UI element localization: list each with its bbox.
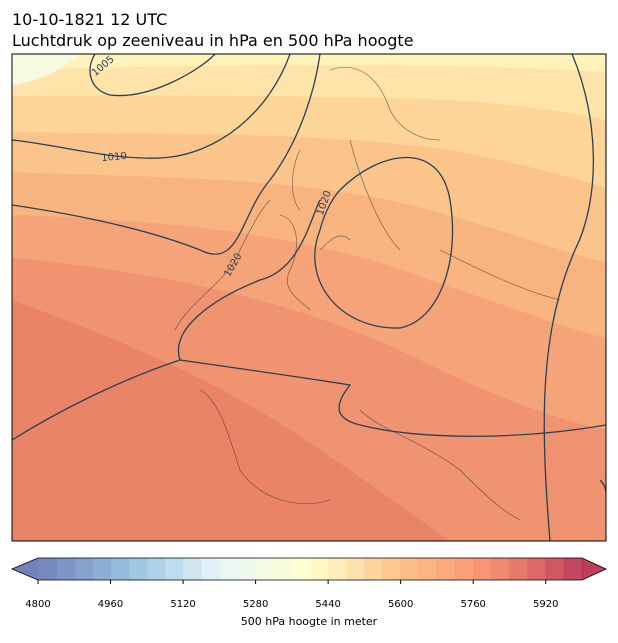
map	[12, 54, 606, 541]
colorbar-segment	[509, 558, 528, 580]
colorbar: 4800 4960 5120 5280 5440 5600 5760 5920	[10, 557, 607, 610]
colorbar-segment	[201, 558, 220, 580]
colorbar-segment	[382, 558, 401, 580]
colorbar-segment	[418, 558, 438, 580]
map-frame	[11, 53, 607, 542]
colorbar-extend-high	[582, 558, 606, 580]
colorbar-segment	[545, 558, 565, 580]
colorbar-segment	[273, 558, 293, 580]
colorbar-tick-label: 5120	[170, 599, 195, 610]
colorbar-segment	[563, 558, 583, 580]
colorbar-segment	[328, 558, 347, 580]
colorbar-segment	[346, 558, 365, 580]
colorbar-segment	[291, 558, 311, 580]
colorbar-segment	[491, 558, 510, 580]
colorbar-segment	[255, 558, 275, 580]
colorbar-tick-label: 4960	[98, 599, 123, 610]
colorbar-tick-label: 5760	[460, 599, 485, 610]
colorbar-segment	[527, 558, 547, 580]
colorbar-segment	[146, 558, 166, 580]
colorbar-tick-label: 5440	[315, 599, 340, 610]
colorbar-segment	[237, 558, 256, 580]
colorbar-segment	[74, 558, 93, 580]
colorbar-segment	[56, 558, 75, 580]
colorbar-segment	[219, 558, 238, 580]
title: 10-10-1821 12 UTC	[12, 10, 167, 29]
colorbar-segment	[310, 558, 329, 580]
colorbar-outline	[10, 557, 607, 581]
colorbar-segment	[183, 558, 202, 580]
colorbar-label: 500 hPa hoogte in meter	[241, 615, 378, 628]
subtitle: Luchtdruk op zeeniveau in hPa en 500 hPa…	[12, 31, 414, 50]
colorbar-segment	[128, 558, 148, 580]
colorbar-segment	[364, 558, 383, 580]
colorbar-segment	[164, 558, 184, 580]
colorbar-tick-label: 5920	[533, 599, 558, 610]
colorbar-segment	[400, 558, 420, 580]
colorbar-segment	[455, 558, 474, 580]
colorbar-segment	[436, 558, 456, 580]
colorbar-segment	[38, 558, 57, 580]
colorbar-extend-low	[12, 558, 38, 580]
colorbar-segment	[92, 558, 111, 580]
colorbar-segment	[473, 558, 492, 580]
contour-label: 1010	[101, 151, 127, 164]
colorbar-tick-label: 5280	[243, 599, 268, 610]
colorbar-tick-label: 4800	[25, 599, 50, 610]
colorbar-tick-label: 5600	[388, 599, 413, 610]
colorbar-segment	[110, 558, 129, 580]
